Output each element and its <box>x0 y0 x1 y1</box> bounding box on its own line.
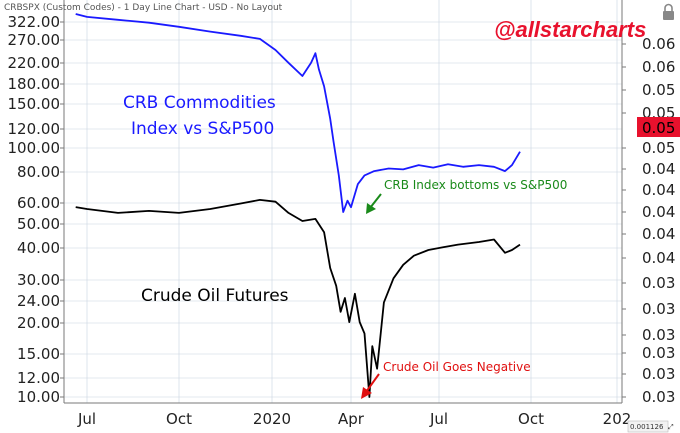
left-tick-label: 120.00 <box>8 120 61 138</box>
last-value-flag-text: 0.05 <box>642 119 675 137</box>
right-tick-label: 0.04 <box>642 160 675 178</box>
right-tick-label: 0.03 <box>642 388 675 406</box>
crb-bottom-note: CRB Index bottoms vs S&P500 <box>384 178 567 192</box>
right-tick-label: 0.04 <box>642 225 675 243</box>
right-tick-label: 0.03 <box>642 274 675 292</box>
left-tick-label: 10.00 <box>17 388 60 406</box>
left-tick-label: 150.00 <box>8 95 61 113</box>
status-readout[interactable]: 0.001126 <box>627 420 669 433</box>
chart-header-title: CRBSPX (Custom Codes) - 1 Day Line Chart… <box>4 3 283 13</box>
right-tick-label: 0.04 <box>642 203 675 221</box>
left-tick-label: 180.00 <box>8 75 61 93</box>
right-tick-label: 0.03 <box>642 326 675 344</box>
series-line-crb <box>75 13 521 213</box>
green-arrow-icon <box>366 193 382 214</box>
oil-label: Crude Oil Futures <box>141 286 289 306</box>
left-tick-label: 40.00 <box>17 239 60 257</box>
left-tick-label: 100.00 <box>8 139 61 157</box>
crb-label-line-1: CRB Commodities <box>123 93 276 113</box>
right-tick-label: 0.03 <box>642 344 675 362</box>
right-tick-label: 0.03 <box>642 365 675 383</box>
x-tick-label: Jul <box>429 410 448 428</box>
right-tick-label: 0.06 <box>642 58 675 76</box>
x-tick-label: Jul <box>77 410 96 428</box>
right-tick-label: 0.05 <box>642 81 675 99</box>
brand-watermark: @allstarcharts <box>494 17 646 42</box>
vertical-gridlines <box>86 0 618 403</box>
expand-icon[interactable]: ⤢ <box>668 423 674 431</box>
oil-negative-note: Crude Oil Goes Negative <box>383 360 531 374</box>
red-arrow-icon <box>361 373 380 399</box>
right-axis-ticks: 0.06 0.06 0.05 0.05 0.05 0.04 0.04 0.04 0.04 0.04… <box>622 35 675 406</box>
horizontal-gridlines <box>64 21 622 398</box>
left-tick-label: 50.00 <box>17 215 60 233</box>
left-tick-label: 80.00 <box>17 163 60 181</box>
x-tick-label: 2020 <box>253 410 291 428</box>
left-tick-label: 220.00 <box>8 54 61 72</box>
x-tick-label: Oct <box>518 410 544 428</box>
right-tick-label: 0.03 <box>642 300 675 318</box>
last-value-flag: 0.05 <box>637 117 680 137</box>
left-tick-label: 20.00 <box>17 314 60 332</box>
left-tick-label: 60.00 <box>17 194 60 212</box>
right-tick-label: 0.04 <box>642 181 675 199</box>
left-tick-label: 322.00 <box>8 13 61 31</box>
status-readout-value: 0.001126 <box>630 423 664 431</box>
crb-label-line-2: Index vs S&P500 <box>131 119 274 139</box>
right-tick-label: 0.05 <box>642 139 675 157</box>
lock-icon[interactable] <box>663 3 674 21</box>
left-tick-label: 270.00 <box>8 31 61 49</box>
x-tick-label: Apr <box>338 410 365 428</box>
left-tick-label: 30.00 <box>17 271 60 289</box>
left-tick-label: 24.00 <box>17 292 60 310</box>
right-tick-label: 0.06 <box>642 35 675 53</box>
series-line-crude-oil <box>75 199 521 398</box>
x-tick-label: 202 <box>603 410 632 428</box>
x-tick-label: Oct <box>166 410 192 428</box>
x-axis-ticks: Jul Oct 2020 Apr Jul Oct 202 <box>77 410 631 428</box>
left-tick-label: 15.00 <box>17 345 60 363</box>
left-tick-label: 12.00 <box>17 369 60 387</box>
right-tick-label: 0.04 <box>642 249 675 267</box>
